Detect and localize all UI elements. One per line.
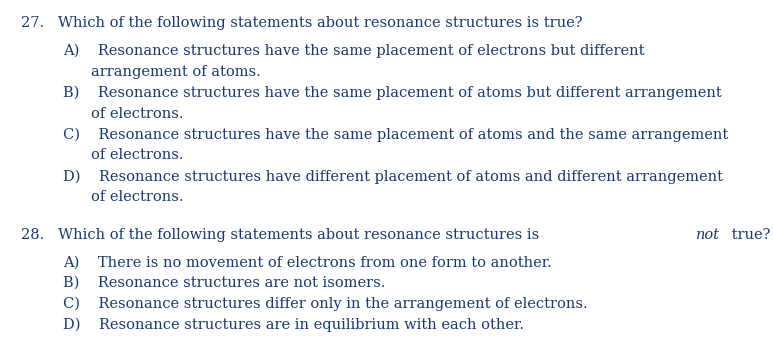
Text: C)    Resonance structures differ only in the arrangement of electrons.: C) Resonance structures differ only in t… (63, 297, 588, 311)
Text: D)    Resonance structures are in equilibrium with each other.: D) Resonance structures are in equilibri… (63, 318, 524, 332)
Text: C)    Resonance structures have the same placement of atoms and the same arrange: C) Resonance structures have the same pl… (63, 127, 729, 142)
Text: of electrons.: of electrons. (91, 148, 184, 162)
Text: B)    Resonance structures are not isomers.: B) Resonance structures are not isomers. (63, 276, 386, 290)
Text: B)    Resonance structures have the same placement of atoms but different arrang: B) Resonance structures have the same pl… (63, 86, 722, 100)
Text: of electrons.: of electrons. (91, 107, 184, 121)
Text: of electrons.: of electrons. (91, 190, 184, 204)
Text: A)    There is no movement of electrons from one form to another.: A) There is no movement of electrons fro… (63, 255, 552, 269)
Text: not: not (696, 228, 720, 242)
Text: D)    Resonance structures have different placement of atoms and different arran: D) Resonance structures have different p… (63, 169, 724, 184)
Text: 27.   Which of the following statements about resonance structures is true?: 27. Which of the following statements ab… (21, 16, 582, 30)
Text: 28.   Which of the following statements about resonance structures is: 28. Which of the following statements ab… (21, 228, 543, 242)
Text: arrangement of atoms.: arrangement of atoms. (91, 65, 261, 79)
Text: true?: true? (727, 228, 770, 242)
Text: A)    Resonance structures have the same placement of electrons but different: A) Resonance structures have the same pl… (63, 44, 645, 58)
